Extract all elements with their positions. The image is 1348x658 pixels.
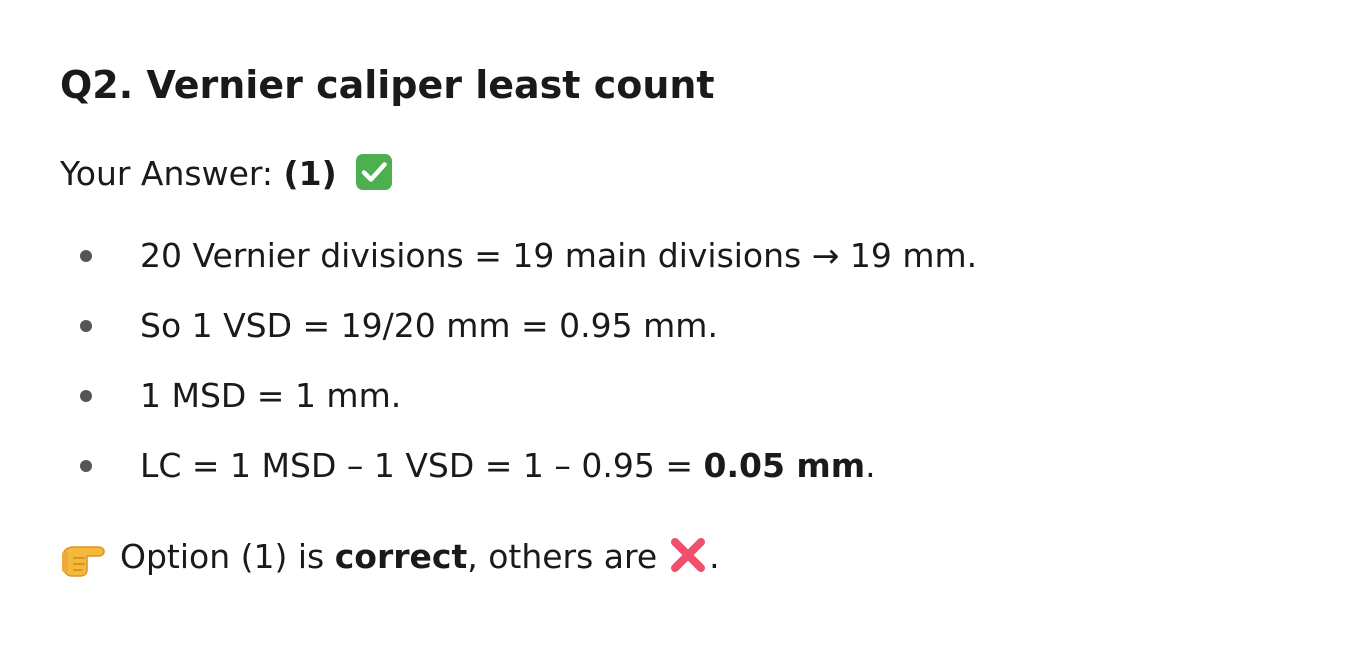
list-item-text: 20 Vernier divisions = 19 main divisions… [140,236,978,275]
lc-result: 0.05 mm [703,446,866,485]
your-answer-line: Your Answer: (1) [60,152,393,196]
pointing-hand-icon [62,546,105,577]
cross-mark-icon [671,538,706,572]
bullet-dot [80,390,92,402]
lc-period: . [865,446,876,485]
conclusion-text-after: , others are [467,537,658,576]
answer-label: Your Answer: [60,154,274,193]
list-item-text: 1 MSD = 1 mm. [140,376,402,415]
lc-formula: LC = 1 MSD – 1 VSD = 1 – 0.95 = [140,446,704,485]
list-item: So 1 VSD = 19/20 mm = 0.95 mm. [60,303,1260,349]
bullet-dot [80,460,92,472]
conclusion-text-before: Option (1) is [120,537,335,576]
check-mark-button-icon [356,154,393,190]
list-item-text: So 1 VSD = 19/20 mm = 0.95 mm. [140,306,718,345]
bullet-dot [80,320,92,332]
bullet-dot [80,250,92,262]
list-item: 1 MSD = 1 mm. [60,373,1260,419]
conclusion-line: Option (1) is correct, others are . [60,534,720,579]
list-item-text: LC = 1 MSD – 1 VSD = 1 – 0.95 = 0.05 mm. [140,443,876,489]
conclusion-bold: correct [334,537,468,576]
list-item: LC = 1 MSD – 1 VSD = 1 – 0.95 = 0.05 mm. [60,443,1260,489]
conclusion-end: . [709,537,720,576]
list-item: 20 Vernier divisions = 19 main divisions… [60,233,1260,279]
answer-value: (1) [283,154,337,193]
question-title: Q2. Vernier caliper least count [60,63,715,107]
